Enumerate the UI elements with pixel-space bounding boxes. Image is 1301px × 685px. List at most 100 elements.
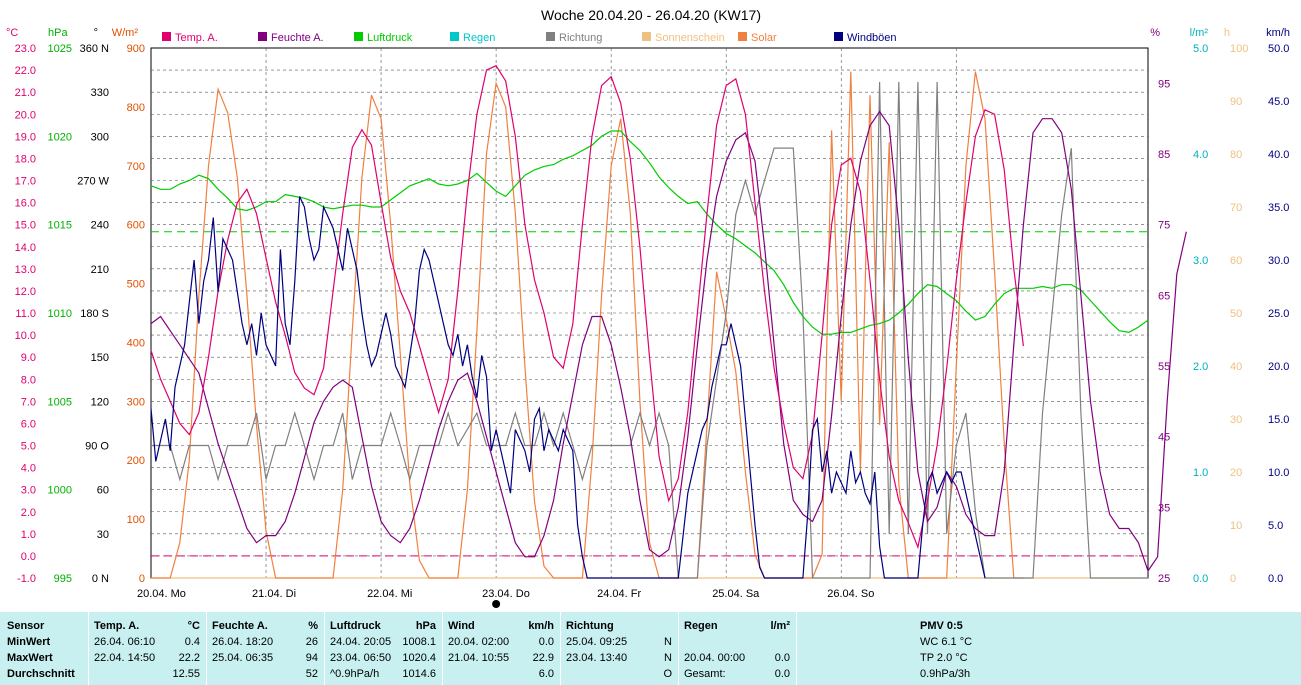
- axis-tick-temp: 11.0: [15, 308, 36, 320]
- axis-tick-temp: 22.0: [15, 65, 36, 77]
- temp-max-time: 22.04. 14:50: [94, 652, 156, 664]
- x-tick-label: 24.04. Fr: [597, 588, 641, 600]
- feuchte-min-value: 26: [305, 636, 318, 648]
- moon-phase-icon: [492, 600, 501, 608]
- axis-tick-temp: 20.0: [15, 109, 36, 121]
- axis-tick-kmh: 50.0: [1268, 43, 1289, 55]
- legend-swatch: [738, 32, 747, 41]
- regen-max-time: 20.04. 00:00: [684, 652, 746, 664]
- x-tick-label: 25.04. Sa: [712, 588, 760, 600]
- series-line-windboeen: [150, 196, 986, 579]
- axis-tick-temp: 14.0: [15, 242, 36, 254]
- axis-tick-temp: -1.0: [17, 573, 36, 585]
- axis-tick-kmh: 40.0: [1268, 149, 1289, 161]
- temp-max-value: 22.2: [178, 652, 200, 664]
- wind-min-value: 0.0: [538, 636, 554, 648]
- axis-tick-dir: 270 W: [77, 176, 109, 188]
- feuchte-max-time: 25.04. 06:35: [212, 652, 274, 664]
- wind-min-time: 20.04. 02:00: [448, 636, 510, 648]
- axis-tick-kmh: 15.0: [1268, 414, 1289, 426]
- axis-unit-rain: l/m²: [1190, 27, 1209, 39]
- axis-tick-dir: 90 O: [85, 441, 109, 453]
- axis-tick-temp: 10.0: [15, 330, 36, 342]
- richtung-max-value: N: [664, 652, 672, 664]
- axis-tick-solar: 800: [127, 102, 145, 114]
- axis-tick-kmh: 10.0: [1268, 467, 1289, 479]
- x-tick-label: 21.04. Di: [252, 588, 296, 600]
- axis-tick-temp: 9.0: [21, 352, 36, 364]
- pmv-header: PMV 0:5: [920, 620, 963, 632]
- regen-header: Regen: [684, 620, 718, 632]
- temp-min-value: 0.4: [184, 636, 200, 648]
- feuchte-min-time: 26.04. 18:20: [212, 636, 274, 648]
- table-separator: [206, 612, 207, 685]
- axis-tick-kmh: 0.0: [1268, 573, 1283, 585]
- axis-tick-temp: 13.0: [15, 264, 36, 276]
- luftdruck-average: 1014.6: [402, 668, 436, 680]
- axis-tick-solar: 500: [127, 279, 145, 291]
- luftdruck-max-time: 23.04. 06:50: [330, 652, 392, 664]
- regen-max-value: 0.0: [774, 652, 790, 664]
- table-separator: [796, 612, 797, 685]
- legend-label: Richtung: [559, 32, 602, 44]
- regen-total-value: 0.0: [774, 668, 790, 680]
- axis-tick-hpa: 1015: [48, 220, 72, 232]
- axis-tick-hpa: 1005: [48, 396, 72, 408]
- feuchte-average: 52: [305, 668, 318, 680]
- axis-tick-sun_h: 0: [1230, 573, 1236, 585]
- axis-tick-dir: 330: [91, 87, 109, 99]
- legend-label: Regen: [463, 32, 495, 44]
- axis-tick-solar: 300: [127, 396, 145, 408]
- axis-tick-solar: 700: [127, 161, 145, 173]
- richtung-min-value: N: [664, 636, 672, 648]
- richtung-max-time: 23.04. 13:40: [566, 652, 628, 664]
- wind-max-value: 22.9: [532, 652, 554, 664]
- axis-tick-temp: 16.0: [15, 198, 36, 210]
- axis-tick-hpa: 995: [54, 573, 72, 585]
- axis-unit-pct: %: [1150, 27, 1160, 39]
- stats-table: [0, 612, 1301, 685]
- axis-tick-dir: 0 N: [92, 573, 109, 585]
- pmv-tp: TP 2.0 °C: [920, 652, 968, 664]
- axis-tick-sun_h: 70: [1230, 202, 1242, 214]
- series-line-temp: [150, 64, 1024, 550]
- wind-unit: km/h: [528, 620, 554, 632]
- chart-grid: [150, 47, 1149, 579]
- wind-max-time: 21.04. 10:55: [448, 652, 510, 664]
- axis-tick-hpa: 1020: [48, 131, 72, 143]
- axis-tick-kmh: 20.0: [1268, 361, 1289, 373]
- axis-tick-pct: 65: [1158, 290, 1170, 302]
- axis-tick-dir: 120: [91, 396, 109, 408]
- temp-header: Temp. A.: [94, 620, 140, 632]
- legend-swatch: [258, 32, 267, 41]
- x-tick-label: 22.04. Mi: [367, 588, 412, 600]
- luftdruck-min-time: 24.04. 20:05: [330, 636, 392, 648]
- legend-swatch: [546, 32, 555, 41]
- legend-swatch: [834, 32, 843, 41]
- axis-tick-temp: 1.0: [21, 529, 36, 541]
- axis-tick-sun_h: 90: [1230, 96, 1242, 108]
- axis-tick-pct: 95: [1158, 78, 1170, 90]
- regen-unit: l/m²: [770, 620, 790, 632]
- legend-swatch: [450, 32, 459, 41]
- feuchte-header: Feuchte A.: [212, 620, 268, 632]
- legend-label: Temp. A.: [175, 32, 218, 44]
- richtung-min-time: 25.04. 09:25: [566, 636, 628, 648]
- luftdruck-trend: ^0.9hPa/h: [330, 668, 380, 680]
- axis-tick-sun_h: 100: [1230, 43, 1248, 55]
- axis-tick-dir: 180 S: [80, 308, 109, 320]
- axis-tick-temp: 8.0: [21, 374, 36, 386]
- weather-chart: Woche 20.04.20 - 26.04.20 (KW17) °C hPa ° W…: [6, 7, 1290, 608]
- axis-tick-dir: 150: [91, 352, 109, 364]
- axis-tick-temp: 23.0: [15, 43, 36, 55]
- axis-tick-dir: 210: [91, 264, 109, 276]
- legend: Temp. A. Feuchte A. Luftdruck Regen Richtung…: [162, 32, 897, 44]
- table-separator: [442, 612, 443, 685]
- axis-units: °C hPa ° W/m²% l/m² h km/h: [6, 27, 1290, 39]
- axis-tick-kmh: 30.0: [1268, 255, 1289, 267]
- chart-axes: 23.0 22.0 21.0 20.0 19.0 18.0 17.0 16.0 15.0 14.0…: [15, 43, 1290, 585]
- temp-min-time: 26.04. 06:10: [94, 636, 156, 648]
- axis-tick-solar: 400: [127, 337, 145, 349]
- axis-tick-sun_h: 30: [1230, 414, 1242, 426]
- row-label-avg: Durchschnitt: [7, 668, 75, 680]
